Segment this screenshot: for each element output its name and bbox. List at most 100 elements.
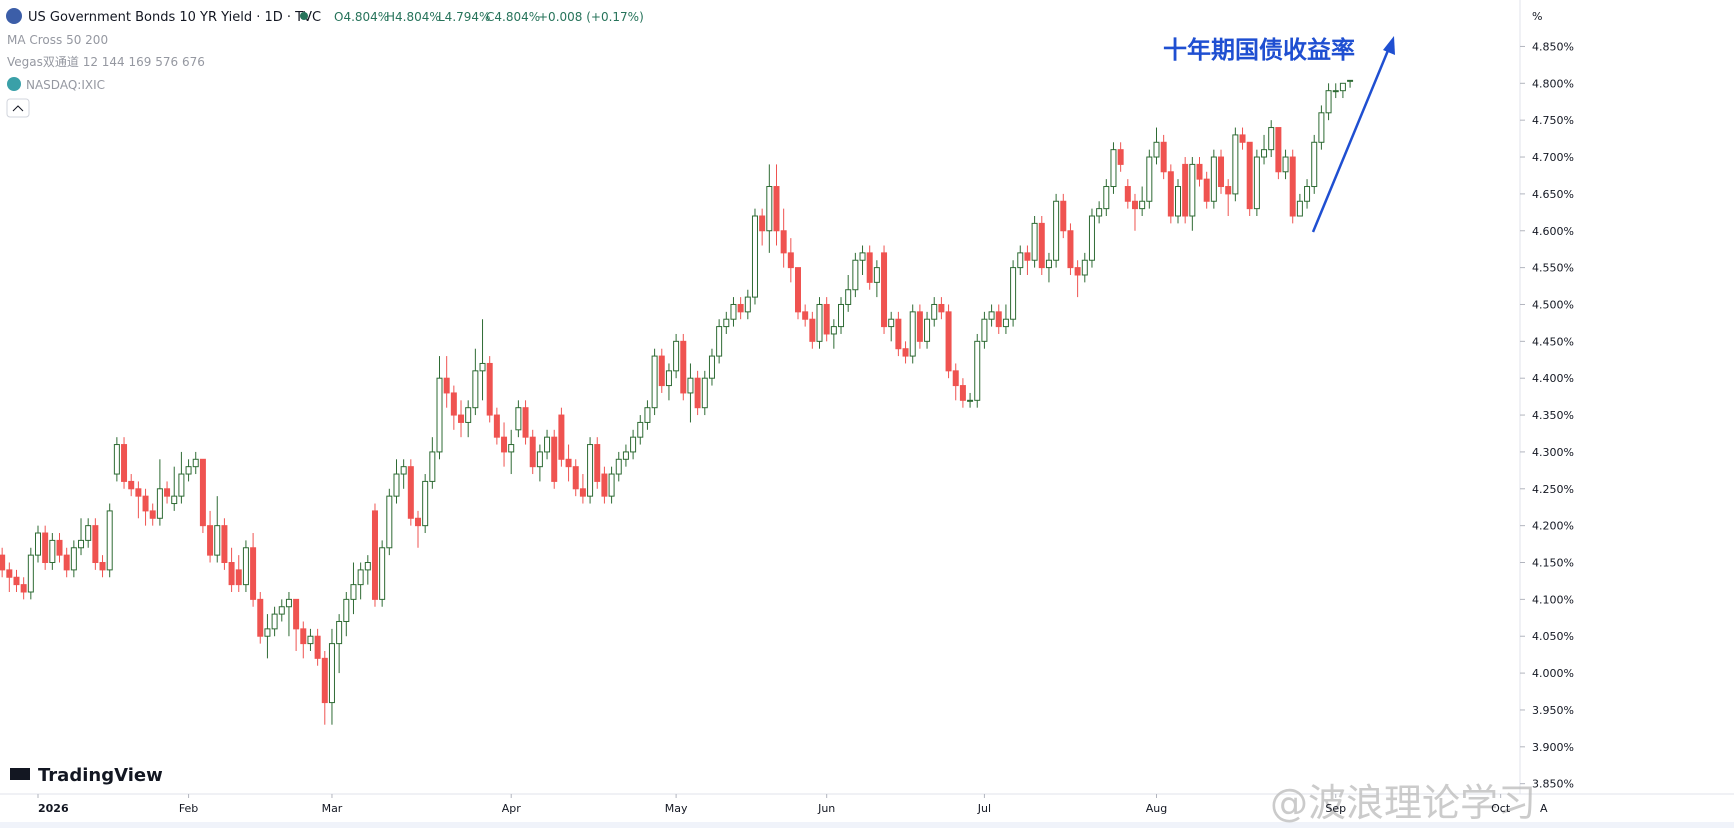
- candle-body: [902, 348, 909, 357]
- candle-body: [415, 517, 421, 527]
- candle-body: [888, 318, 895, 328]
- candle-body: [1010, 267, 1017, 320]
- candle-body: [92, 525, 99, 564]
- candle-body: [529, 436, 536, 468]
- candle-body: [587, 444, 594, 497]
- ohlc-open: O4.804%: [334, 10, 389, 24]
- candle-body: [759, 215, 766, 232]
- candle-body: [293, 598, 300, 630]
- indicator[interactable]: MA Cross 50 200: [7, 33, 108, 47]
- candle-body: [336, 620, 343, 645]
- candle-body: [773, 186, 780, 232]
- candle-body: [264, 628, 271, 637]
- arrow-head: [1383, 36, 1395, 55]
- candle-body: [780, 230, 787, 254]
- x-tick-label: Feb: [179, 802, 198, 815]
- indicator[interactable]: Vegas双通道 12 144 169 576 676: [7, 55, 205, 69]
- x-tick-label: Oct: [1491, 802, 1511, 815]
- candle-body: [1239, 134, 1246, 143]
- candle-body: [1261, 149, 1268, 158]
- candle-body: [207, 525, 214, 556]
- candle-body: [737, 303, 744, 313]
- candle-body: [1060, 200, 1067, 232]
- candle-body: [386, 495, 393, 549]
- candle-body: [1038, 222, 1045, 269]
- candle-body: [178, 473, 185, 497]
- candle-body: [1318, 112, 1325, 143]
- y-tick-label: 4.750%: [1532, 114, 1574, 127]
- candle-body: [522, 407, 529, 438]
- candle-body: [909, 311, 916, 357]
- candle-body: [250, 547, 257, 600]
- candle-body: [1289, 156, 1296, 217]
- candle-body: [1282, 156, 1289, 173]
- candle-body: [364, 562, 371, 571]
- candle-body: [687, 377, 694, 394]
- annotation: 十年期国债收益率: [1163, 36, 1355, 64]
- collapse-button[interactable]: [6, 98, 30, 118]
- y-tick-label: 4.300%: [1532, 446, 1574, 459]
- candle-body: [931, 303, 938, 320]
- candle-body: [20, 584, 27, 593]
- candle-body: [156, 488, 163, 519]
- chevron: [12, 105, 24, 112]
- y-tick-label: 4.650%: [1532, 188, 1574, 201]
- candle-body: [78, 539, 85, 549]
- candle-body: [988, 311, 995, 320]
- y-tick-label: 4.450%: [1532, 335, 1574, 348]
- candle-body: [1246, 141, 1253, 210]
- y-tick-label: 4.600%: [1532, 225, 1574, 238]
- candle-body: [565, 458, 572, 468]
- candle-body: [680, 340, 687, 394]
- candle-body: [508, 444, 515, 453]
- candle-body: [271, 613, 278, 630]
- y-tick-label: 4.800%: [1532, 77, 1574, 90]
- candle-body: [171, 495, 178, 505]
- candle-body: [830, 326, 837, 335]
- y-tick-label: 3.950%: [1532, 704, 1574, 717]
- candle-body: [795, 267, 801, 313]
- candle-body: [644, 407, 651, 423]
- candle-body: [1160, 141, 1167, 173]
- candle-body: [515, 407, 522, 431]
- candle-body: [1218, 156, 1225, 188]
- candle-body: [558, 414, 565, 460]
- candle-body: [601, 473, 608, 497]
- candle-body: [1275, 127, 1282, 173]
- flag-icon: [6, 8, 22, 24]
- x-tick-label: Sep: [1325, 802, 1346, 815]
- axis-mode[interactable]: A: [1540, 802, 1548, 815]
- candle-body: [544, 436, 551, 453]
- indicator[interactable]: NASDAQ:IXIC: [26, 78, 105, 92]
- y-tick-label: 4.150%: [1532, 557, 1574, 570]
- candle-body: [1024, 252, 1031, 261]
- y-tick-label: 4.400%: [1532, 372, 1574, 385]
- candle-body: [300, 628, 307, 645]
- candle-body: [895, 318, 902, 350]
- symbol-title: US Government Bonds 10 YR Yield · 1D · T…: [28, 10, 321, 25]
- candle-body: [192, 458, 199, 468]
- candle-body: [393, 473, 400, 497]
- candle-body: [859, 252, 866, 261]
- candle-body: [458, 414, 465, 423]
- candle-body: [479, 362, 486, 372]
- candle-body: [1131, 200, 1138, 210]
- candle-body: [113, 444, 120, 475]
- candle-body: [1017, 252, 1024, 269]
- candle-body: [199, 458, 206, 527]
- candle-body: [49, 539, 56, 564]
- candle-body: [995, 311, 1002, 328]
- candle-body: [1096, 208, 1103, 217]
- candle-body: [1103, 186, 1110, 210]
- candle-body: [787, 252, 794, 269]
- y-tick-label: 4.700%: [1532, 151, 1574, 164]
- candle-body: [1203, 178, 1210, 202]
- candle-body: [665, 370, 672, 387]
- candle-body: [13, 576, 20, 586]
- candle-body: [1253, 156, 1260, 210]
- nasdaq-icon: [7, 77, 21, 91]
- candle-body: [1110, 149, 1117, 188]
- y-tick-label: 3.850%: [1532, 778, 1574, 791]
- candle-body: [99, 562, 106, 571]
